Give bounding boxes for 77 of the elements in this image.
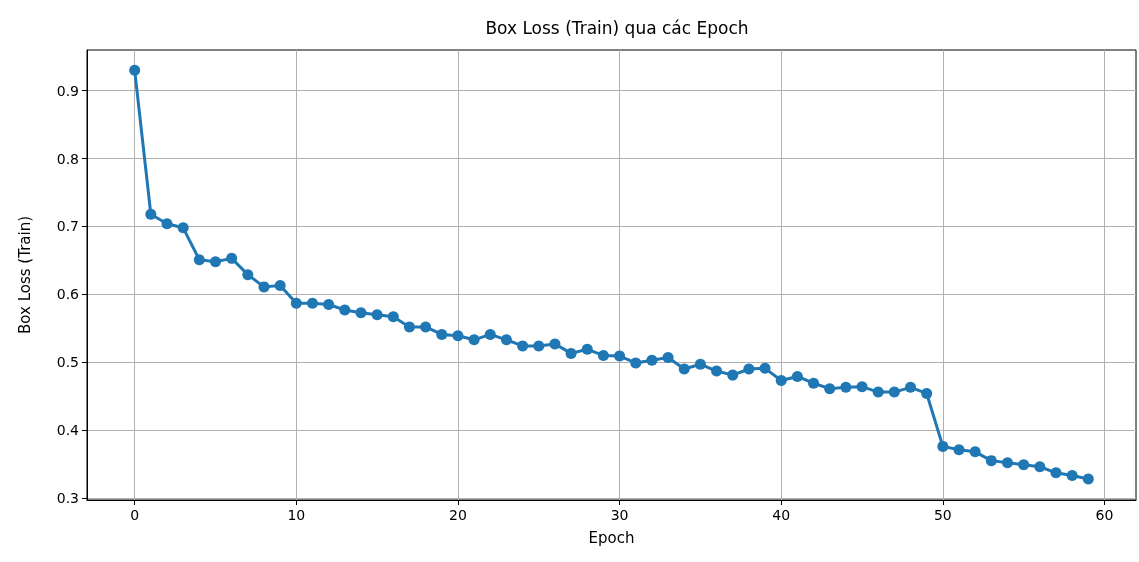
point	[387, 311, 399, 323]
x-tick-label: 10	[287, 507, 306, 523]
point	[759, 362, 771, 374]
point	[484, 328, 496, 340]
point	[549, 338, 561, 350]
point	[1066, 470, 1078, 482]
point	[403, 321, 415, 333]
point	[1018, 459, 1030, 471]
point	[339, 304, 351, 316]
y-tick-label: 0.7	[56, 218, 79, 235]
x-tick-label: 50	[933, 507, 952, 523]
point	[969, 446, 981, 458]
x-axis-title: Epoch	[588, 528, 635, 547]
point	[258, 281, 270, 293]
point	[711, 365, 723, 377]
point	[727, 369, 739, 381]
point	[872, 386, 884, 398]
point	[193, 254, 205, 266]
chart-title: Box Loss (Train) qua các Epoch	[485, 17, 749, 38]
y-tick-label: 0.8	[56, 150, 79, 167]
point	[808, 377, 820, 389]
point	[533, 340, 545, 352]
point	[565, 347, 577, 359]
y-tick-label: 0.3	[56, 489, 79, 506]
point	[290, 297, 302, 309]
point	[274, 280, 286, 292]
point	[953, 444, 965, 456]
point	[791, 370, 803, 382]
point	[630, 357, 642, 369]
y-tick-label: 0.6	[56, 286, 80, 303]
point	[921, 387, 933, 399]
x-tick-label: 40	[772, 507, 791, 523]
point	[662, 351, 674, 363]
point	[985, 455, 997, 467]
point	[856, 381, 868, 393]
point	[161, 218, 173, 230]
x-tick-label: 30	[610, 507, 629, 523]
y-tick-label: 0.9	[56, 82, 79, 99]
point	[614, 350, 626, 362]
point	[888, 386, 900, 398]
point	[177, 222, 189, 234]
point	[436, 328, 448, 340]
y-axis-title: Box Loss (Train)	[15, 215, 34, 335]
point	[597, 349, 609, 361]
point	[1034, 461, 1046, 473]
point	[905, 381, 917, 393]
point	[323, 299, 335, 311]
y-tick-label: 0.4	[56, 422, 80, 439]
point	[1050, 467, 1062, 479]
point	[129, 64, 141, 76]
x-tick-label: 0	[130, 507, 140, 523]
point	[371, 309, 383, 321]
point	[306, 297, 318, 309]
point	[743, 363, 755, 375]
point	[226, 252, 238, 264]
point	[775, 375, 787, 387]
point	[1082, 473, 1094, 485]
point	[581, 343, 593, 355]
point	[145, 208, 157, 220]
point	[840, 381, 852, 393]
x-tick-label: 60	[1095, 507, 1114, 523]
point	[242, 269, 254, 281]
point	[355, 307, 367, 319]
point	[824, 383, 836, 395]
point	[678, 363, 690, 375]
point	[694, 358, 706, 370]
point	[452, 330, 464, 342]
y-tick-label: 0.5	[56, 354, 79, 371]
point	[937, 440, 949, 452]
point	[210, 256, 221, 268]
point	[468, 334, 480, 346]
point	[646, 354, 658, 366]
point	[500, 334, 512, 346]
point	[1002, 457, 1013, 469]
x-tick-label: 20	[449, 507, 467, 523]
point	[517, 340, 529, 352]
point	[420, 321, 432, 333]
